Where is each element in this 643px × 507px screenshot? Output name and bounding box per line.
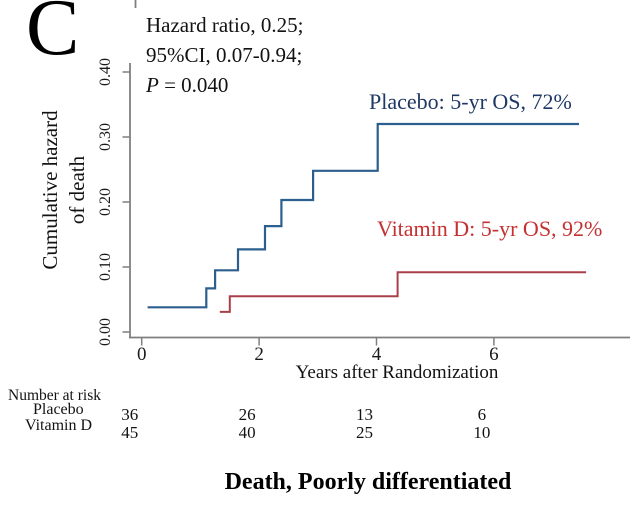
number-at-risk-title: Number at risk	[8, 387, 101, 404]
panel-letter: C	[26, 0, 80, 72]
y-tick-label-0.20: 0.20	[97, 188, 114, 216]
p-symbol: P	[146, 73, 159, 97]
vitamin-d-series-label: Vitamin D: 5-yr OS, 92%	[377, 216, 603, 241]
p-value: = 0.040	[158, 73, 229, 97]
number-at-risk-vitamin-d-t0: 45	[121, 423, 139, 442]
number-at-risk-placebo-t0: 36	[121, 405, 139, 424]
placebo-curve	[147, 122, 579, 309]
p-value-text: P = 0.040	[146, 70, 303, 100]
x-tick-label-4: 4	[371, 344, 382, 365]
number-at-risk-vitamin-d-label: Vitamin D	[25, 417, 93, 434]
hazard-ratio-text: Hazard ratio, 0.25;	[146, 13, 304, 37]
y-tick-label-0.30: 0.30	[97, 123, 114, 151]
y-tick-label-0.40: 0.40	[97, 58, 114, 86]
axis-ticks	[122, 71, 495, 346]
y-tick-label-0.10: 0.10	[97, 253, 114, 281]
x-axis-title: Years after Randomization	[295, 362, 499, 383]
confidence-interval-text: 95%CI, 0.07-0.94;	[146, 43, 303, 67]
number-at-risk-placebo-label: Placebo	[33, 401, 84, 418]
placebo-series-label: Placebo: 5-yr OS, 72%	[369, 89, 572, 114]
number-at-risk-vitamin-d-t6: 10	[473, 423, 491, 442]
number-at-risk-placebo-t2: 26	[238, 405, 256, 424]
x-tick-label-0: 0	[136, 344, 147, 365]
number-at-risk-placebo-t4: 13	[356, 405, 373, 424]
x-tick-label-2: 2	[254, 344, 264, 365]
number-at-risk-vitamin-d-t2: 40	[238, 423, 256, 442]
vitamin-d-curve	[219, 271, 587, 313]
figure-title: Death, Poorly differentiated	[224, 469, 512, 495]
stats-annotation: Hazard ratio, 0.25; 95%CI, 0.07-0.94; P …	[146, 10, 303, 100]
y-tick-label-0.00: 0.00	[97, 318, 114, 346]
x-tick-label-6: 6	[489, 344, 499, 365]
number-at-risk-placebo-t6: 6	[477, 405, 487, 424]
number-at-risk-vitamin-d-t4: 25	[356, 423, 373, 442]
